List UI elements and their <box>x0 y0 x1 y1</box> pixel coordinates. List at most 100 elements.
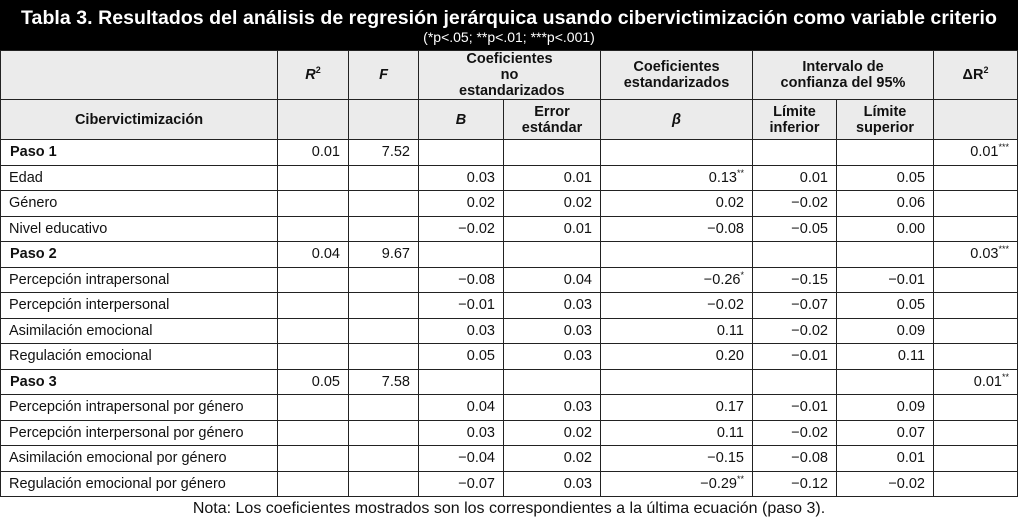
cell-se: 0.01 <box>503 215 601 242</box>
cell-r2 <box>277 292 349 319</box>
cell-lo: −0.01 <box>752 394 837 421</box>
step-row: Paso 1 0.01 7.52 0.01*** <box>0 139 1019 166</box>
cell-hi: 0.05 <box>835 164 935 191</box>
table-note: Nota: Los coeficientes mostrados son los… <box>192 500 826 517</box>
cell-f <box>348 292 419 319</box>
row-label: Percepción interpersonal por género <box>0 419 278 446</box>
cell-b <box>418 368 504 395</box>
cell-r2 <box>277 445 349 472</box>
cell-lo: −0.07 <box>752 292 837 319</box>
cell-hi <box>835 241 935 268</box>
cell-r2 <box>277 419 349 446</box>
cell-se: 0.03 <box>503 292 601 319</box>
cell-r2: 0.05 <box>277 368 349 395</box>
table-row: Edad 0.03 0.01 0.13** 0.01 0.05 <box>0 164 1019 191</box>
header-b: B <box>418 99 504 140</box>
step-row: Paso 2 0.04 9.67 0.03*** <box>0 241 1019 268</box>
cell-lo <box>752 241 837 268</box>
cell-se: 0.03 <box>503 470 601 497</box>
table-row: Asimilación emocional por género −0.04 0.0… <box>0 445 1019 472</box>
header-criterion: Cibervictimización <box>0 99 278 140</box>
cell-beta: −0.29** <box>600 470 753 497</box>
cell-dr2 <box>933 266 1019 293</box>
cell-b: 0.03 <box>418 419 504 446</box>
header-standard-error: Error estándar <box>503 99 601 140</box>
header-r2: R2 <box>277 50 349 100</box>
significance-legend: (*p<.05; **p<.01; ***p<.001) <box>423 29 595 45</box>
cell-r2 <box>277 190 349 217</box>
cell-r2 <box>277 215 349 242</box>
cell-se: 0.04 <box>503 266 601 293</box>
table-row: Regulación emocional por género −0.07 0.03… <box>0 470 1019 497</box>
cell-hi: 0.06 <box>835 190 935 217</box>
cell-b: −0.01 <box>418 292 504 319</box>
cell-dr2 <box>933 317 1019 344</box>
cell-dr2 <box>933 343 1019 370</box>
table-row: Percepción interpersonal por género 0.03 0… <box>0 419 1019 446</box>
cell-dr2 <box>933 215 1019 242</box>
cell-lo: 0.01 <box>752 164 837 191</box>
cell-f: 7.52 <box>348 139 419 166</box>
cell-b <box>418 139 504 166</box>
cell-se: 0.02 <box>503 445 601 472</box>
cell-se: 0.01 <box>503 164 601 191</box>
cell-hi: −0.02 <box>835 470 935 497</box>
cell-se <box>503 241 601 268</box>
cell-f <box>348 343 419 370</box>
cell-se: 0.02 <box>503 190 601 217</box>
cell-beta <box>600 139 753 166</box>
cell-lo: −0.01 <box>752 343 837 370</box>
cell-f <box>348 215 419 242</box>
cell-r2 <box>277 343 349 370</box>
header-blank-dr2 <box>933 99 1019 140</box>
cell-b: −0.04 <box>418 445 504 472</box>
cell-beta: 0.11 <box>600 317 753 344</box>
table-row: Nivel educativo −0.02 0.01 −0.08 −0.05 0.00 <box>0 215 1019 242</box>
table-row: Percepción interpersonal −0.01 0.03 −0.02 −0… <box>0 292 1019 319</box>
header-row-1: R2 F Coeficientes no estandarizados Coef… <box>0 50 1019 100</box>
row-label: Regulación emocional por género <box>0 470 278 497</box>
cell-se: 0.03 <box>503 394 601 421</box>
cell-dr2 <box>933 292 1019 319</box>
cell-lo: −0.08 <box>752 445 837 472</box>
header-f: F <box>348 50 419 100</box>
header-row-2: Cibervictimización B Error estándar β Lí… <box>0 99 1019 140</box>
cell-beta: 0.20 <box>600 343 753 370</box>
cell-lo: −0.12 <box>752 470 837 497</box>
cell-dr2: 0.01** <box>933 368 1019 395</box>
cell-dr2 <box>933 190 1019 217</box>
header-confidence-interval: Intervalo de confianza del 95% <box>751 50 935 100</box>
cell-dr2 <box>933 394 1019 421</box>
cell-beta: −0.26* <box>600 266 753 293</box>
table-row: Asimilación emocional 0.03 0.03 0.11 −0.02 0.… <box>0 317 1019 344</box>
cell-b: −0.08 <box>418 266 504 293</box>
cell-hi: 0.05 <box>835 292 935 319</box>
cell-b: 0.05 <box>418 343 504 370</box>
row-label: Paso 3 <box>0 368 278 395</box>
cell-f <box>348 266 419 293</box>
cell-r2 <box>277 317 349 344</box>
table-title: Tabla 3. Resultados del análisis de regr… <box>21 7 997 29</box>
cell-f: 9.67 <box>348 241 419 268</box>
row-label: Percepción intrapersonal <box>0 266 278 293</box>
cell-se: 0.02 <box>503 419 601 446</box>
header-unstandardized: Coeficientes no estandarizados <box>418 50 601 100</box>
cell-dr2: 0.01*** <box>933 139 1019 166</box>
cell-f <box>348 317 419 344</box>
cell-f <box>348 445 419 472</box>
cell-lo: −0.02 <box>752 419 837 446</box>
table-row: Percepción intrapersonal −0.08 0.04 −0.26* −… <box>0 266 1019 293</box>
cell-dr2: 0.03*** <box>933 241 1019 268</box>
cell-hi: 0.09 <box>835 317 935 344</box>
row-label: Paso 2 <box>0 241 278 268</box>
header-blank-f <box>348 99 419 140</box>
cell-beta: 0.02 <box>600 190 753 217</box>
cell-lo: −0.02 <box>752 317 837 344</box>
cell-beta: 0.13** <box>600 164 753 191</box>
cell-r2 <box>277 394 349 421</box>
cell-r2 <box>277 266 349 293</box>
cell-b: 0.04 <box>418 394 504 421</box>
cell-lo: −0.05 <box>752 215 837 242</box>
cell-f <box>348 164 419 191</box>
row-label: Asimilación emocional por género <box>0 445 278 472</box>
